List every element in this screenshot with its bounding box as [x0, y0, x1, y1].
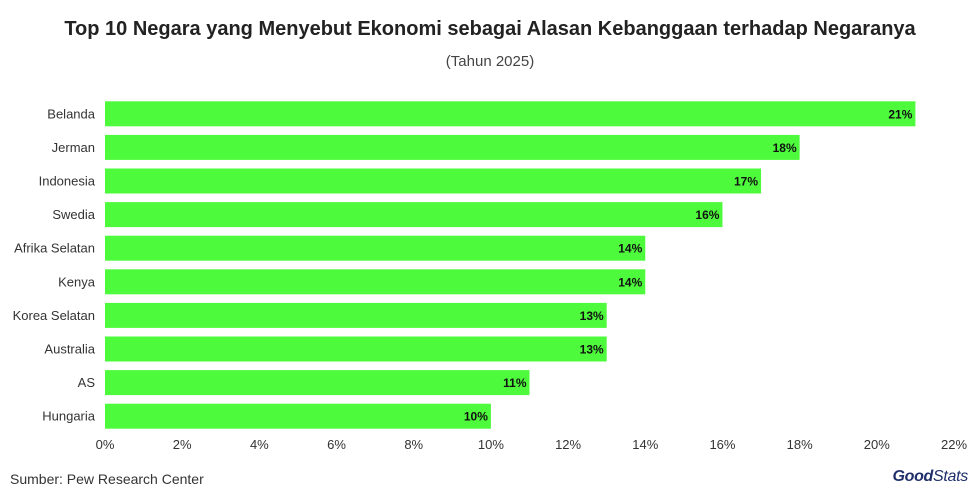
bar: [105, 336, 607, 362]
category-label: AS: [78, 375, 96, 390]
bar: [105, 370, 530, 396]
x-tick-label: 12%: [555, 437, 581, 452]
value-label: 14%: [618, 242, 642, 256]
x-tick-label: 4%: [250, 437, 269, 452]
x-tick-label: 14%: [632, 437, 658, 452]
x-tick-label: 22%: [941, 437, 967, 452]
logo-stats-text: Stats: [933, 468, 968, 485]
value-label: 16%: [695, 208, 719, 222]
value-label: 13%: [580, 309, 604, 323]
bar: [105, 134, 800, 160]
x-tick-label: 0%: [96, 437, 115, 452]
value-label: 11%: [503, 376, 527, 390]
bar: [105, 302, 607, 328]
x-tick-label: 10%: [478, 437, 504, 452]
category-label: Jerman: [52, 140, 95, 155]
logo-good-text: Good: [892, 468, 934, 485]
chart-subtitle: (Tahun 2025): [445, 53, 535, 70]
value-label: 13%: [580, 343, 604, 357]
x-tick-label: 20%: [864, 437, 890, 452]
value-label: 17%: [734, 175, 758, 189]
category-label: Hungaria: [42, 409, 96, 424]
bar: [105, 235, 646, 261]
x-tick-label: 8%: [404, 437, 423, 452]
bar: [105, 168, 762, 194]
x-tick-label: 18%: [787, 437, 813, 452]
value-label: 21%: [888, 107, 912, 121]
category-label: Swedia: [52, 207, 95, 222]
bar: [105, 269, 646, 295]
source-note: Sumber: Pew Research Center: [10, 471, 204, 487]
bar: [105, 403, 491, 429]
category-label: Afrika Selatan: [14, 241, 95, 256]
x-tick-label: 2%: [173, 437, 192, 452]
value-label: 14%: [618, 275, 642, 289]
category-label: Australia: [44, 342, 95, 357]
value-label: 18%: [773, 141, 797, 155]
chart-title: Top 10 Negara yang Menyebut Ekonomi seba…: [64, 18, 916, 40]
category-label: Kenya: [58, 274, 96, 289]
category-label: Korea Selatan: [13, 308, 95, 323]
x-tick-label: 6%: [327, 437, 346, 452]
value-label: 10%: [464, 410, 488, 424]
category-label: Belanda: [47, 106, 95, 121]
bar: [105, 101, 916, 127]
bar: [105, 202, 723, 228]
category-label: Indonesia: [39, 174, 96, 189]
x-tick-label: 16%: [709, 437, 735, 452]
goodstats-logo: GoodStats: [892, 468, 968, 486]
